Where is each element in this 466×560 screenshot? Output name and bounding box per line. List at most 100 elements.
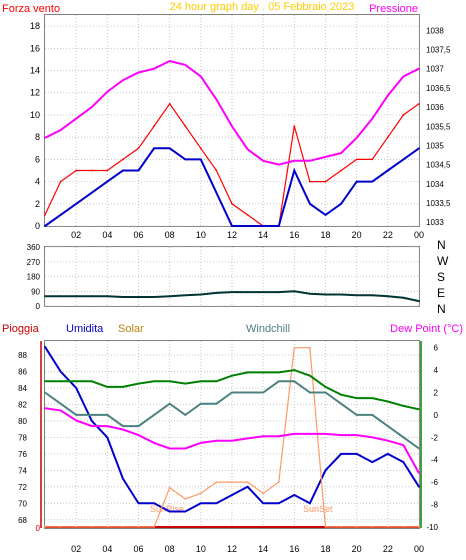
- pressure-point: [106, 90, 109, 93]
- windchill-point: [90, 414, 93, 416]
- x-tick-label-bottom: 00: [414, 544, 424, 554]
- dewpoint-point: [355, 434, 358, 436]
- windchill-point: [309, 391, 311, 394]
- wind-avg-point: [199, 158, 202, 161]
- wind-avg-point: [355, 180, 358, 183]
- wind-direction-point: [309, 292, 311, 295]
- pressure-tick-label: 1034: [426, 180, 444, 189]
- wind-avg-point: [324, 213, 327, 216]
- wind-direction-point: [215, 291, 218, 294]
- humidity-point: [106, 436, 109, 439]
- dewpoint-point: [386, 439, 389, 442]
- x-tick-label-bottom: 22: [383, 544, 393, 554]
- direction-tick-label: 90: [31, 287, 40, 296]
- dewpoint-point: [122, 428, 124, 431]
- humidity-point: [153, 502, 155, 505]
- wind-tick-label: 2: [35, 199, 40, 209]
- wind-tick-label: 16: [30, 43, 40, 53]
- wind-gust-point: [199, 147, 202, 150]
- pressure-point: [44, 136, 46, 139]
- windchill-point: [231, 391, 233, 394]
- wind-direction-point: [153, 296, 155, 298]
- wind-avg-point: [90, 191, 93, 194]
- temperature-tick-label: -10: [426, 523, 438, 532]
- windchill-point: [262, 391, 265, 394]
- wind-axis-label: Forza vento: [2, 3, 60, 15]
- windchill-point: [184, 414, 187, 416]
- wind-tick-label: 18: [30, 21, 40, 31]
- temperature-point: [137, 382, 140, 385]
- wind-gust-point: [153, 125, 155, 127]
- temperature-point: [355, 397, 358, 400]
- solar-point: [371, 525, 374, 528]
- dewpoint-point: [184, 447, 187, 450]
- temperature-point: [90, 380, 93, 383]
- pressure-line: [44, 59, 420, 166]
- wind-gust-point: [418, 102, 420, 105]
- temperature-point: [153, 380, 155, 383]
- humidity-tick-label: 68: [18, 516, 27, 525]
- humidity-point: [402, 461, 405, 463]
- wind-tick-label: 0: [35, 221, 40, 231]
- wind-tick-label: 8: [35, 132, 40, 142]
- x-tick-label-top: 10: [196, 230, 206, 240]
- x-tick-label-top: 16: [289, 230, 299, 240]
- solar-point: [231, 481, 233, 483]
- windchill-point: [44, 391, 46, 394]
- pressure-point: [246, 148, 249, 151]
- rain-legend: Pioggia: [2, 323, 40, 335]
- wind-gust-point: [371, 158, 374, 161]
- wind-gust-point: [59, 180, 62, 183]
- humidity-point: [309, 502, 311, 505]
- x-tick-label-bottom: 16: [289, 544, 299, 554]
- temperature-point: [59, 380, 62, 383]
- temperature-point: [246, 371, 249, 374]
- pressure-point: [168, 60, 171, 62]
- x-tick-label-top: 12: [227, 230, 237, 240]
- humidity-tick-label: 86: [18, 367, 27, 376]
- wind-direction-point: [355, 294, 358, 297]
- dewpoint-point: [137, 434, 140, 436]
- pressure-tick-label: 1035,5: [426, 122, 451, 131]
- pressure-point: [90, 106, 93, 108]
- x-tick-label-bottom: 10: [196, 544, 206, 554]
- humidity-legend: Umidita: [66, 323, 104, 335]
- solar-point: [90, 525, 93, 528]
- windchill-point: [402, 436, 405, 439]
- wind-gust-point: [184, 125, 187, 127]
- solar-point: [293, 346, 296, 349]
- wind-gust-point: [340, 169, 342, 172]
- wind-direction-point: [386, 295, 389, 298]
- wind-gust-point: [44, 213, 46, 216]
- wind-gust-point: [106, 169, 109, 172]
- dewpoint-point: [293, 433, 296, 435]
- pressure-tick-label: 1037: [426, 65, 444, 74]
- humidity-point: [371, 461, 374, 463]
- temperature-point: [262, 371, 265, 374]
- windchill-point: [199, 402, 202, 405]
- chart-title: 24 hour graph day . 05 Febbraio 2023: [170, 1, 355, 13]
- direction-tick-label: 360: [27, 243, 41, 252]
- wind-avg-point: [246, 225, 249, 227]
- wind-gust-point: [246, 213, 249, 216]
- wind-gust-point: [402, 114, 405, 116]
- solar-point: [153, 525, 155, 528]
- temperature-point: [215, 380, 218, 383]
- solar-point: [324, 525, 327, 528]
- temperature-point: [122, 386, 124, 388]
- dewpoint-point: [75, 419, 78, 422]
- solar-point: [386, 525, 389, 528]
- wind-gust-point: [75, 169, 78, 172]
- temperature-point: [324, 386, 327, 388]
- pressure-axis-label: Pressione: [369, 3, 418, 15]
- windchill-point: [106, 414, 109, 416]
- windchill-point: [246, 391, 249, 394]
- pressure-point: [309, 159, 311, 162]
- solar-legend: Solar: [118, 323, 144, 335]
- temperature-point: [402, 405, 405, 407]
- temperature-tick-label: 2: [434, 389, 439, 398]
- pressure-tick-label: 1035: [426, 141, 444, 150]
- pressure-point: [75, 117, 78, 120]
- wind-avg-point: [262, 225, 265, 227]
- temperature-point: [168, 380, 171, 383]
